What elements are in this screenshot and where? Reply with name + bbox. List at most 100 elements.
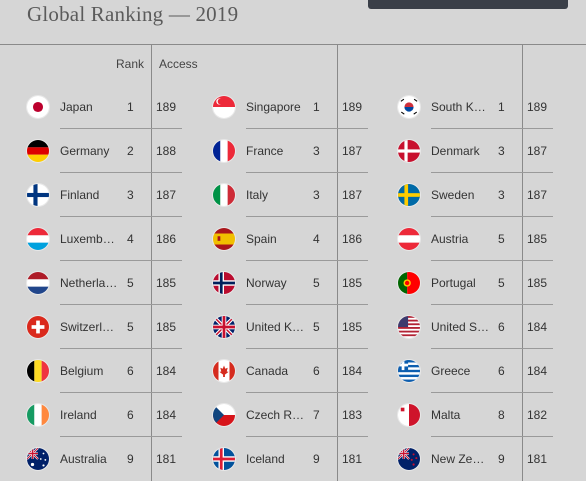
norway-flag-icon [212,271,236,295]
row-divider [246,128,368,129]
row-divider [431,172,553,173]
list-item[interactable]: Ireland 6 184 [0,393,186,437]
rank-value: 9 [498,452,505,466]
row-divider [431,348,553,349]
list-item[interactable]: Spain 4 186 [186,217,372,261]
rank-value: 6 [498,320,505,334]
row-divider [60,216,182,217]
access-value: 185 [527,232,548,246]
country-name: France [246,144,284,158]
list-item[interactable]: Switzerl… 5 185 [0,305,186,349]
list-item[interactable]: Sweden 3 187 [371,173,557,217]
row-divider [60,128,182,129]
row-divider [60,392,182,393]
row-divider [246,436,368,437]
japan-flag-icon [26,95,50,119]
rank-value: 1 [127,100,134,114]
row-divider [431,304,553,305]
list-item[interactable]: United K… 5 185 [186,305,372,349]
header-divider [0,44,586,45]
list-item[interactable]: United S… 6 184 [371,305,557,349]
list-item[interactable]: Czech R… 7 183 [186,393,372,437]
row-divider [431,436,553,437]
germany-flag-icon [26,139,50,163]
list-item[interactable]: Belgium 6 184 [0,349,186,393]
country-name: Sweden [431,188,475,202]
country-name: Spain [246,232,277,246]
access-value: 189 [527,100,548,114]
list-item[interactable]: New Ze… 9 181 [371,437,557,481]
country-name: Belgium [60,364,104,378]
list-item[interactable]: Portugal 5 185 [371,261,557,305]
list-item[interactable]: Japan 1 189 [0,85,186,129]
list-item[interactable]: Greece 6 184 [371,349,557,393]
list-item[interactable]: Malta 8 182 [371,393,557,437]
country-name: Ireland [60,408,97,422]
country-name: Switzerl… [60,320,115,334]
list-item[interactable]: South K… 1 189 [371,85,557,129]
list-item[interactable]: Germany 2 188 [0,129,186,173]
access-value: 181 [527,452,548,466]
country-name: Japan [60,100,93,114]
access-value: 187 [342,144,363,158]
country-name: Norway [246,276,287,290]
ireland-flag-icon [26,403,50,427]
row-divider [60,348,182,349]
rank-value: 6 [313,364,320,378]
singapore-flag-icon [212,95,236,119]
rank-header: Rank [116,57,145,71]
access-value: 185 [342,320,363,334]
new-zealand-flag-icon [397,447,421,471]
access-value: 185 [342,276,363,290]
list-item[interactable]: Australia 9 181 [0,437,186,481]
country-name: Luxemb… [60,232,115,246]
list-item[interactable]: Finland 3 187 [0,173,186,217]
access-value: 185 [527,276,548,290]
usa-flag-icon [397,315,421,339]
country-name: United S… [431,320,490,334]
spain-flag-icon [212,227,236,251]
uk-flag-icon [212,315,236,339]
list-item[interactable]: Austria 5 185 [371,217,557,261]
list-item[interactable]: Luxemb… 4 186 [0,217,186,261]
list-item[interactable]: Denmark 3 187 [371,129,557,173]
list-item[interactable]: Singapore 1 189 [186,85,372,129]
list-item[interactable]: Canada 6 184 [186,349,372,393]
column-divider [337,45,338,481]
list-item[interactable]: Norway 5 185 [186,261,372,305]
country-name: Finland [60,188,100,202]
malta-flag-icon [397,403,421,427]
rank-value: 5 [498,232,505,246]
access-value: 187 [527,188,548,202]
rank-value: 5 [313,320,320,334]
france-flag-icon [212,139,236,163]
sweden-flag-icon [397,183,421,207]
access-value: 183 [342,408,363,422]
row-divider [246,348,368,349]
rank-value: 3 [127,188,134,202]
access-value: 187 [156,188,177,202]
list-item[interactable]: Netherla… 5 185 [0,261,186,305]
access-value: 188 [156,144,177,158]
rank-value: 5 [313,276,320,290]
country-name: Italy [246,188,269,202]
list-item[interactable]: France 3 187 [186,129,372,173]
czech-flag-icon [212,403,236,427]
access-value: 185 [156,276,177,290]
rank-value: 3 [313,188,320,202]
country-name: Singapore [246,100,301,114]
country-name: Germany [60,144,110,158]
rank-value: 3 [498,188,505,202]
rank-value: 4 [127,232,134,246]
access-header: Access [159,57,198,71]
iceland-flag-icon [212,447,236,471]
row-divider [246,260,368,261]
rank-value: 9 [127,452,134,466]
list-item[interactable]: Italy 3 187 [186,173,372,217]
list-item[interactable]: Iceland 9 181 [186,437,372,481]
switzerland-flag-icon [26,315,50,339]
luxembourg-flag-icon [26,227,50,251]
access-value: 184 [342,364,363,378]
country-name: South K… [431,100,486,114]
row-divider [60,260,182,261]
